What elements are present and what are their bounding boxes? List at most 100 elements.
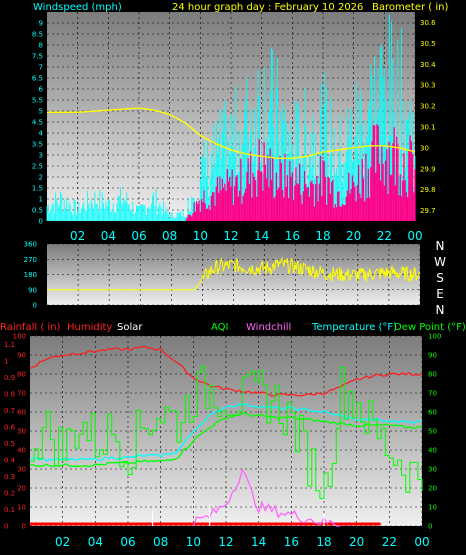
series-line (29, 412, 423, 468)
wind-tick-label: 4.5 (32, 119, 43, 127)
graph-title: 24 hour graph day : February 10 2026 (172, 2, 363, 13)
baro-tick-label: 30.6 (420, 19, 436, 27)
temp-tick-label: 0 (428, 523, 432, 531)
humidity-tick-label: 40 (17, 447, 26, 455)
axes-layer: 0202040406060808101012121414161618182020… (4, 19, 446, 549)
solar-label: Solar (117, 322, 143, 333)
x-tick-label-lower: 02 (55, 535, 70, 549)
x-tick-label-lower: 08 (153, 535, 168, 549)
temperature-label: Temperature (°F) (311, 322, 397, 333)
baro-tick-label: 29.9 (420, 165, 436, 173)
wind-tick-label: 5.5 (32, 97, 43, 105)
humidity-tick-label: 80 (17, 371, 26, 379)
x-tick-label-upper: 20 (346, 229, 361, 243)
rain-tick-label: 0.1 (4, 506, 15, 514)
wind-tick-label: 9 (39, 20, 43, 28)
rain-tick-label: 1 (4, 357, 8, 365)
baro-tick-label: 30.3 (420, 82, 436, 90)
temp-tick-label: 20 (428, 485, 437, 493)
windspeed-axis-title: Windspeed (mph) (33, 2, 122, 13)
series-line (192, 468, 341, 527)
humidity-tick-label: 100 (13, 333, 26, 341)
x-tick-label-lower: 18 (316, 535, 331, 549)
compass-label: N (436, 239, 445, 253)
rain-tick-label: 0.9 (4, 374, 15, 382)
wind-tick-label: 3 (39, 152, 43, 160)
wind-tick-label: 3.5 (32, 141, 43, 149)
temp-tick-label: 70 (428, 390, 437, 398)
baro-tick-label: 29.7 (420, 207, 436, 215)
baro-tick-label: 30.1 (420, 123, 436, 131)
direction-tick-label: 0 (33, 302, 37, 310)
wind-direction-line (47, 256, 421, 291)
temp-tick-label: 30 (428, 466, 437, 474)
baro-tick-label: 30.5 (420, 40, 436, 48)
x-tick-label-lower: 04 (88, 535, 103, 549)
x-tick-label-lower: 20 (349, 535, 364, 549)
x-tick-label-upper: 12 (223, 229, 238, 243)
baro-tick-label: 30 (420, 144, 429, 152)
wind-tick-label: 5 (39, 108, 43, 116)
rainfall-label: Rainfall ( in) (0, 322, 61, 333)
humidity-tick-label: 50 (17, 428, 26, 436)
wind-tick-label: 7.5 (32, 53, 43, 61)
humidity-label: Humidity (67, 322, 112, 333)
humidity-tick-label: 0 (22, 523, 26, 531)
x-tick-label-upper: 16 (285, 229, 300, 243)
rain-tick-label: 0.7 (4, 407, 15, 415)
humidity-tick-label: 20 (17, 485, 26, 493)
x-tick-label-upper: 14 (254, 229, 269, 243)
humidity-tick-label: 60 (17, 409, 26, 417)
temp-tick-label: 60 (428, 409, 437, 417)
wind-tick-label: 6.5 (32, 75, 43, 83)
series-line (29, 345, 423, 397)
wind-tick-label: 8.5 (32, 31, 43, 39)
humidity-tick-label: 30 (17, 466, 26, 474)
temp-tick-label: 40 (428, 447, 437, 455)
compass-label: S (436, 271, 444, 285)
direction-tick-label: 180 (24, 271, 37, 279)
compass-label: N (436, 303, 445, 317)
x-tick-label-lower: 12 (218, 535, 233, 549)
x-tick-label-upper: 00 (407, 229, 422, 243)
temp-tick-label: 100 (428, 333, 441, 341)
baro-tick-label: 29.8 (420, 186, 436, 194)
x-tick-label-lower: 10 (186, 535, 201, 549)
rain-tick-label: 1.1 (4, 341, 15, 349)
aqi-label: AQI (211, 322, 229, 333)
humidity-tick-label: 90 (17, 352, 26, 360)
direction-tick-label: 270 (24, 256, 37, 264)
rain-tick-label: 0.4 (4, 456, 16, 464)
x-tick-label-upper: 10 (193, 229, 208, 243)
humidity-tick-label: 70 (17, 390, 26, 398)
wind-tick-label: 6 (39, 86, 44, 94)
baro-tick-label: 30.2 (420, 103, 436, 111)
wind-tick-label: 8 (39, 42, 43, 50)
x-tick-label-upper: 02 (70, 229, 85, 243)
direction-tick-label: 90 (28, 286, 37, 294)
barometer-axis-title: Barometer ( in) (372, 2, 448, 13)
wind-tick-label: 2 (39, 174, 43, 182)
wind-tick-label: 2.5 (32, 163, 43, 171)
humidity-tick-label: 10 (17, 504, 26, 512)
barometer-line (47, 107, 416, 159)
dew-point-label: Dew Point (°F) (394, 322, 466, 333)
x-tick-label-lower: 00 (414, 535, 429, 549)
x-tick-label-upper: 18 (315, 229, 330, 243)
windchill-label: Windchill (246, 322, 291, 333)
x-tick-label-lower: 14 (251, 535, 266, 549)
compass-label: W (434, 255, 446, 269)
rain-tick-label: 0.5 (4, 440, 15, 448)
direction-tick-label: 360 (24, 241, 37, 249)
rain-tick-label: 0 (4, 523, 8, 531)
x-tick-label-upper: 08 (162, 229, 177, 243)
temp-tick-label: 80 (428, 371, 437, 379)
wind-tick-label: 1.5 (32, 185, 43, 193)
wind-tick-label: 0 (39, 218, 43, 226)
wind-tick-label: 7 (39, 64, 43, 72)
rain-tick-label: 0.2 (4, 489, 15, 497)
x-tick-label-lower: 22 (382, 535, 397, 549)
x-tick-label-lower: 16 (284, 535, 299, 549)
rain-tick-label: 0.6 (4, 423, 16, 431)
baro-tick-label: 30.4 (420, 61, 436, 69)
